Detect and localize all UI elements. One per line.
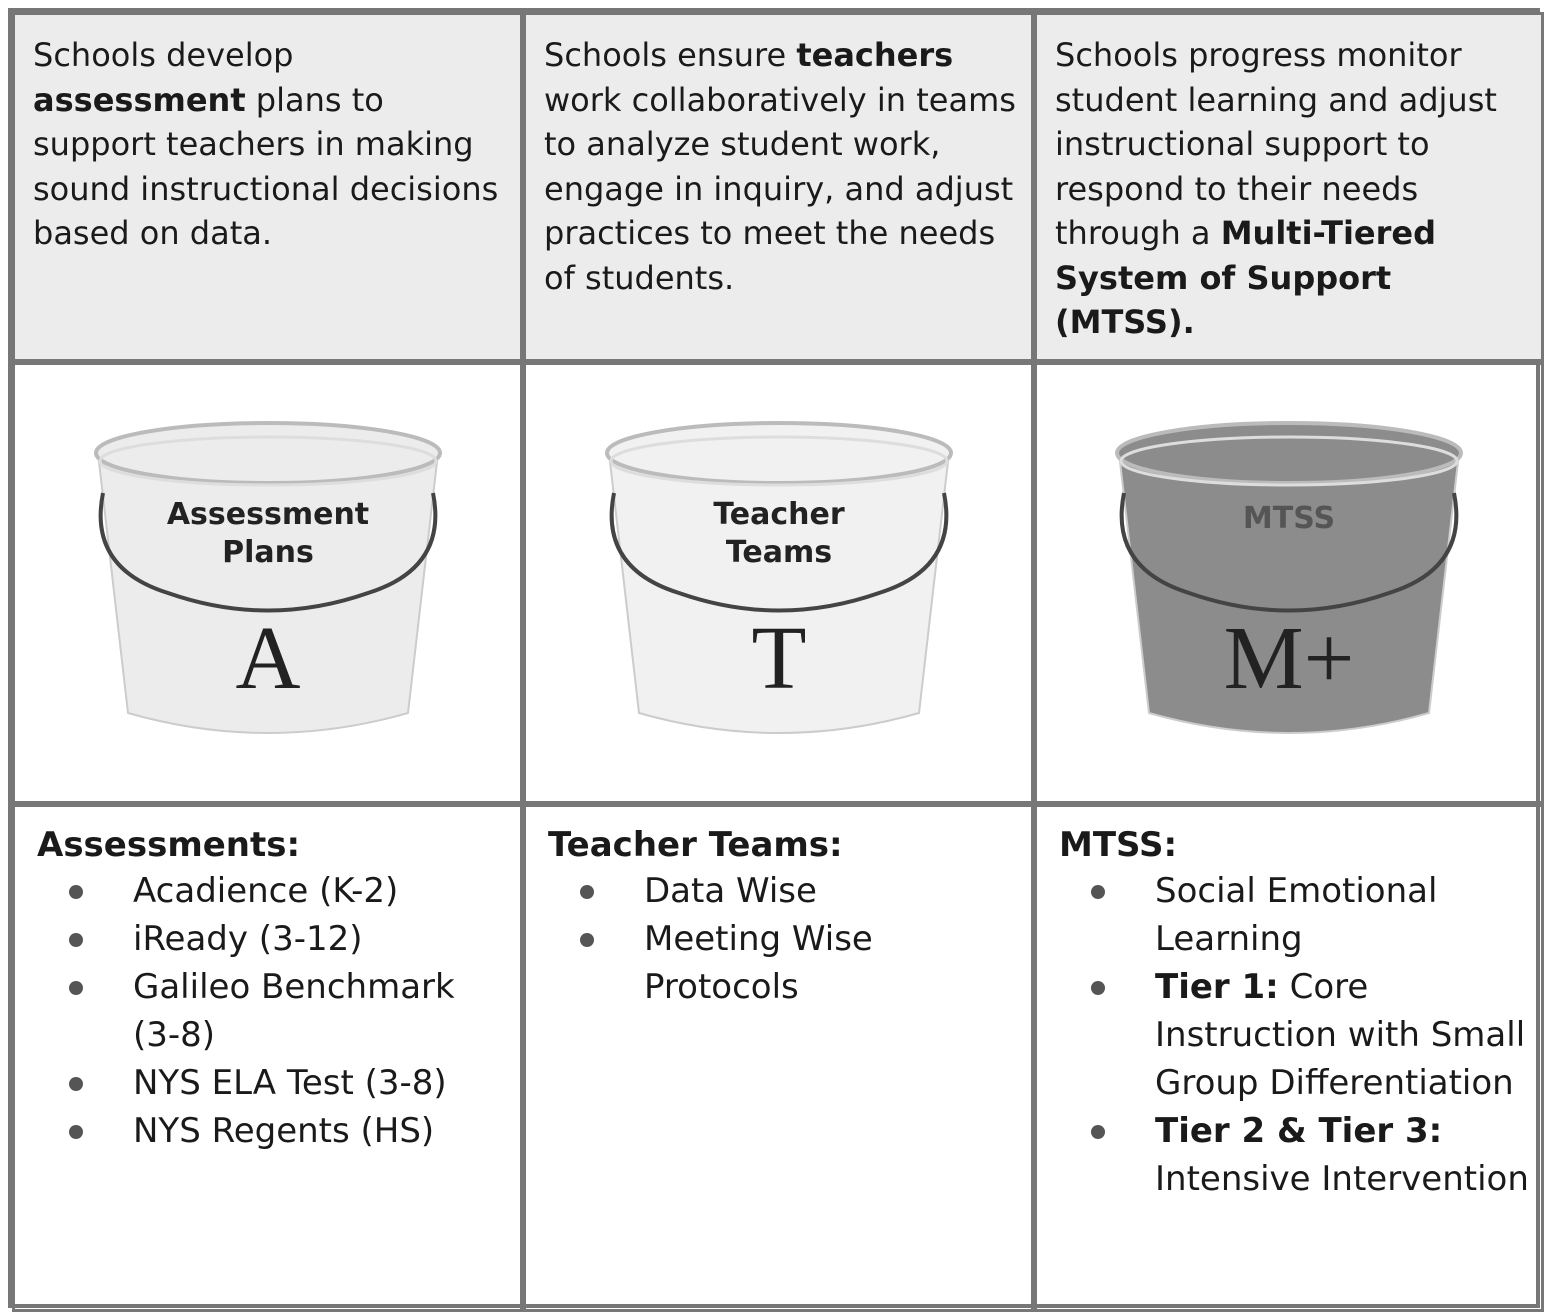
text: Data Wise: [644, 871, 817, 911]
text: plans to support teachers in making soun…: [33, 80, 499, 253]
bucket-rim-inner: [98, 435, 437, 487]
text: Intensive Intervention: [1155, 1159, 1529, 1199]
bold-text: assessment: [33, 80, 246, 119]
list-item: iReady (3-12): [37, 915, 510, 963]
bucket-body: [96, 452, 439, 734]
text: Acadience (K-2): [133, 871, 399, 911]
bucket-label: Teams: [725, 535, 831, 570]
bucket-letter: A: [235, 609, 300, 708]
list-item: Data Wise: [548, 867, 1021, 915]
text: Galileo Benchmark (3-8): [133, 967, 455, 1055]
bullet-list: Social Emotional Learning Tier 1: Core In…: [1059, 867, 1531, 1203]
bullet-list: Acadience (K-2) iReady (3-12) Galileo Benc…: [37, 867, 510, 1155]
list-heading: MTSS:: [1059, 825, 1178, 865]
text: iReady (3-12): [133, 919, 363, 959]
bucket-label: MTSS: [1243, 501, 1335, 536]
list-item: NYS Regents (HS): [37, 1107, 510, 1155]
bucket-letter: M+: [1224, 609, 1355, 708]
bucket-rim-inner: [609, 435, 948, 487]
bucket-handle: [609, 492, 948, 613]
bold-text: Tier 1:: [1155, 967, 1279, 1007]
text: Schools develop: [33, 36, 294, 74]
bold-text: Tier 2 & Tier 3:: [1155, 1111, 1443, 1151]
bucket-cell: Assessment Plans A: [12, 362, 523, 804]
list-heading: Teacher Teams:: [548, 825, 843, 865]
bucket-label: Teacher: [713, 497, 845, 532]
bucket-rim: [1115, 421, 1463, 485]
bullet-list: Data Wise Meeting Wise Protocols: [548, 867, 1021, 1011]
table: Schools develop assessment plans to supp…: [8, 8, 1544, 1312]
list-item: Meeting Wise Protocols: [548, 915, 1021, 1011]
intro-cell: Schools ensure teachers work collaborati…: [523, 12, 1034, 362]
bucket-label: Plans: [222, 535, 314, 570]
text: work collaboratively in teams to analyze…: [544, 80, 1016, 297]
text: Schools ensure: [544, 36, 797, 74]
text: NYS Regents (HS): [133, 1111, 435, 1151]
list-item: Social Emotional Learning: [1059, 867, 1531, 963]
bucket-handle: [1119, 492, 1459, 613]
bucket-body: [1117, 452, 1461, 734]
list-item: NYS ELA Test (3-8): [37, 1059, 510, 1107]
intro-cell: Schools progress monitor student learnin…: [1034, 12, 1544, 362]
bucket-rim: [604, 421, 953, 485]
text: Schools progress monitor student learnin…: [1055, 36, 1497, 252]
list-item: Tier 2 & Tier 3: Intensive Intervention: [1059, 1107, 1531, 1203]
text: Meeting Wise Protocols: [644, 919, 873, 1007]
list-cell: Teacher Teams: Data Wise Meeting Wise Prot…: [523, 804, 1034, 1312]
bucket: MTSS M+: [1115, 421, 1463, 734]
list-cell: Assessments: Acadience (K-2) iReady (3-12)…: [12, 804, 523, 1312]
bucket-body: [607, 452, 950, 734]
list-item: Acadience (K-2): [37, 867, 510, 915]
bold-text: teachers: [796, 36, 954, 74]
bold-text: Multi-Tiered System of Support (MTSS).: [1055, 214, 1437, 341]
text: Social Emotional Learning: [1155, 871, 1438, 959]
bucket-label: Assessment: [166, 497, 368, 532]
list-heading: Assessments:: [37, 825, 301, 865]
bucket-handle: [98, 492, 437, 613]
bucket-rim: [93, 421, 442, 485]
bucket-letter: T: [751, 609, 806, 708]
bucket-cell: MTSS M+: [1034, 362, 1544, 804]
intro-cell: Schools develop assessment plans to supp…: [12, 12, 523, 362]
text: Core Instruction with Small Group Differ…: [1155, 967, 1526, 1103]
list-item: Tier 1: Core Instruction with Small Grou…: [1059, 963, 1531, 1107]
text: NYS ELA Test (3-8): [133, 1063, 447, 1103]
list-cell: MTSS: Social Emotional Learning Tier 1: Co…: [1034, 804, 1544, 1312]
bucket-rim-inner: [1119, 435, 1459, 487]
bucket-cell: Teacher Teams T: [523, 362, 1034, 804]
list-item: Galileo Benchmark (3-8): [37, 963, 510, 1059]
